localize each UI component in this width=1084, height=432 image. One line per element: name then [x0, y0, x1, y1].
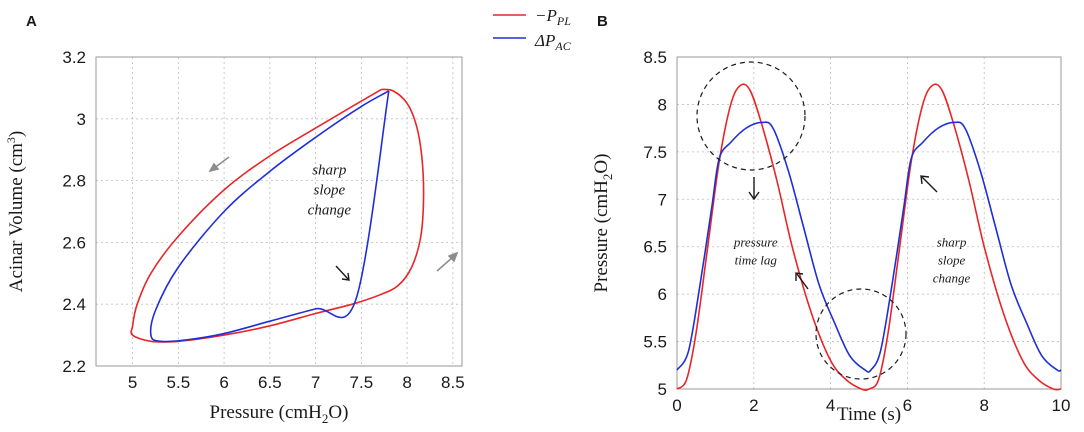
- chart-panel-b: 0 2 4 6 8 10 5 5.5 6 6.5 7 7.5 8 8.5 Time (s) Pressure …: [591, 48, 1070, 425]
- y-tick-label: 8: [658, 95, 667, 114]
- y-tick-label: 3.2: [62, 48, 86, 67]
- legend-label-ppl: −PPL: [535, 6, 571, 28]
- plot-frame: [95, 56, 463, 367]
- legend: −PPL ΔPAC: [493, 6, 572, 53]
- plot-frame: [676, 56, 1062, 390]
- x-tick-label: 10: [1052, 396, 1071, 415]
- highlight-circle-peak: [696, 61, 806, 171]
- x-tick-label: 5: [128, 373, 137, 392]
- y-tick-label: 2.2: [62, 357, 86, 376]
- x-tick-label: 2: [749, 396, 758, 415]
- annotation-text: pressure time lag: [733, 235, 778, 268]
- y-tick-label: 7: [658, 190, 667, 209]
- x-axis-label: Pressure (cmH2O): [210, 402, 349, 426]
- y-tick-label: 5: [658, 380, 667, 399]
- arrow-icon: [795, 272, 809, 290]
- series-line-pac: [676, 121, 1062, 373]
- y-tick-label: 6.5: [643, 238, 667, 257]
- series-line-ppl: [676, 83, 1062, 391]
- x-tick-label: 5.5: [167, 373, 191, 392]
- x-tick-label: 6.5: [258, 373, 282, 392]
- x-tick-label: 4: [826, 396, 835, 415]
- y-tick-label: 3: [77, 110, 86, 129]
- series-line-ppl: [130, 88, 425, 343]
- y-axis-label: Acinar Volume (cm3): [4, 131, 27, 292]
- panel-a-label: A: [26, 13, 37, 30]
- y-tick-label: 5.5: [643, 333, 667, 352]
- panel-b-label: B: [597, 13, 608, 30]
- x-tick-label: 8.5: [441, 373, 465, 392]
- annotation-text: sharp slope change: [933, 235, 971, 286]
- y-tick-label: 6: [658, 285, 667, 304]
- y-tick-label: 8.5: [643, 48, 667, 67]
- y-axis-label: Pressure (cmH2O): [591, 154, 615, 293]
- annotation-text: sharp slope change: [308, 162, 352, 218]
- x-tick-label: 6: [903, 396, 912, 415]
- x-tick-label: 8: [402, 373, 411, 392]
- arrow-icon: [436, 251, 459, 272]
- chart-panel-a: 5 5.5 6 6.5 7 7.5 8 8.5 2.2 2.4 2.6 2.8 3 3.2 Pressure…: [4, 48, 465, 426]
- x-axis-label: Time (s): [837, 404, 901, 425]
- x-tick-label: 6: [219, 373, 228, 392]
- arrow-icon: [335, 265, 350, 281]
- arrow-icon: [748, 177, 760, 201]
- y-tick-label: 2.8: [62, 172, 86, 191]
- arrow-icon: [208, 156, 230, 173]
- legend-label-pac: ΔPAC: [534, 31, 572, 53]
- x-tick-label: 0: [672, 396, 681, 415]
- highlight-circle-trough: [815, 288, 907, 380]
- x-tick-label: 7: [311, 373, 320, 392]
- x-tick-label: 7.5: [350, 373, 374, 392]
- series-line-pac: [149, 90, 390, 343]
- y-tick-label: 2.4: [62, 295, 86, 314]
- y-tick-label: 2.6: [62, 233, 86, 252]
- arrow-icon: [920, 175, 938, 193]
- y-tick-label: 7.5: [643, 143, 667, 162]
- x-tick-label: 8: [979, 396, 988, 415]
